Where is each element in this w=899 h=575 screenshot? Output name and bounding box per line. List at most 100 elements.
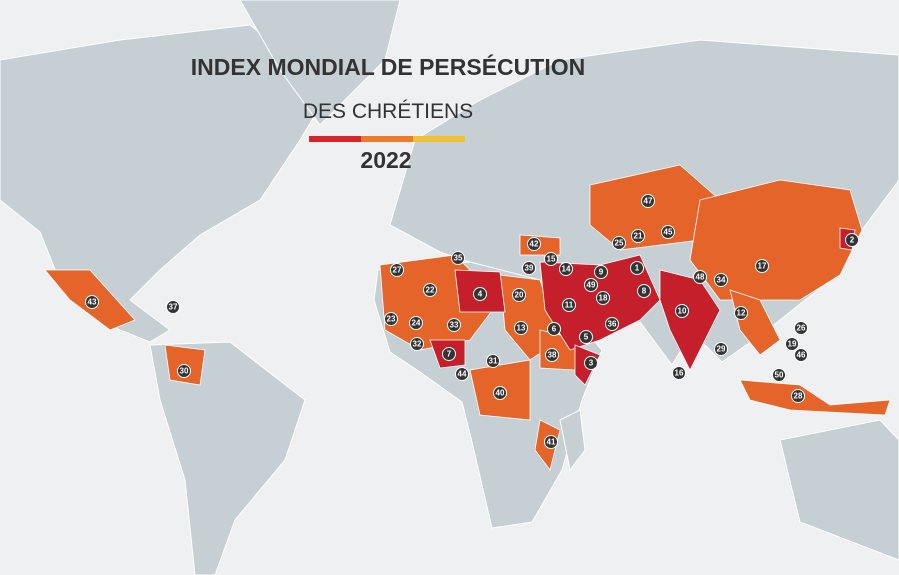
rank-badge	[562, 298, 576, 312]
rank-badge	[630, 261, 644, 275]
rank-badge	[672, 366, 686, 380]
rank-badge	[544, 435, 558, 449]
rank-badge	[514, 321, 528, 335]
rank-badge	[631, 229, 645, 243]
rank-label: 44	[458, 370, 467, 379]
rank-label: 29	[717, 345, 726, 354]
legend-bar-red	[309, 136, 361, 142]
rank-label: 21	[634, 232, 643, 241]
rank-badge	[734, 306, 748, 320]
rank-label: 27	[393, 266, 402, 275]
rank-label: 1	[635, 264, 640, 273]
rank-badge	[451, 251, 465, 265]
rank-badge	[545, 348, 559, 362]
rank-label: 6	[552, 325, 557, 334]
title-block: INDEX MONDIAL DE PERSÉCUTION DES CHRÉTIE…	[191, 53, 585, 173]
rank-badge	[584, 278, 598, 292]
rank-label: 41	[547, 438, 556, 447]
rank-label: 9	[599, 268, 604, 277]
rank-label: 20	[515, 291, 524, 300]
rank-badge	[547, 322, 561, 336]
rank-badge	[177, 364, 191, 378]
rank-label: 7	[447, 350, 452, 359]
rank-badge	[410, 337, 424, 351]
rank-badge	[522, 261, 536, 275]
rank-label: 24	[412, 319, 421, 328]
rank-label: 3	[589, 359, 594, 368]
rank-label: 2	[850, 236, 855, 245]
rank-label: 37	[169, 303, 178, 312]
rank-label: 34	[717, 276, 726, 285]
rank-badge	[512, 288, 526, 302]
rank-badge	[791, 389, 805, 403]
rank-badge	[772, 368, 786, 382]
rank-label: 33	[450, 321, 459, 330]
rank-badge	[423, 283, 437, 297]
rank-label: 10	[678, 307, 687, 316]
rank-badge	[794, 321, 808, 335]
rank-badge	[559, 262, 573, 276]
rank-badge	[594, 265, 608, 279]
rank-badge	[584, 356, 598, 370]
rank-label: 38	[548, 351, 557, 360]
rank-label: 50	[775, 371, 784, 380]
rank-label: 18	[599, 294, 608, 303]
rank-badge	[641, 194, 655, 208]
rank-badge	[605, 317, 619, 331]
rank-label: 25	[615, 239, 624, 248]
rank-label: 31	[489, 357, 498, 366]
rank-label: 45	[664, 228, 673, 237]
rank-label: 22	[426, 286, 435, 295]
rank-badge	[612, 236, 626, 250]
rank-label: 32	[413, 340, 422, 349]
rank-label: 23	[387, 315, 396, 324]
rank-badge	[527, 237, 541, 251]
map-subtitle: DES CHRÉTIENS	[303, 100, 473, 123]
rank-badge	[596, 291, 610, 305]
rank-badge	[493, 386, 507, 400]
rank-label: 46	[797, 351, 806, 360]
rank-label: 43	[88, 298, 97, 307]
rank-label: 16	[675, 369, 684, 378]
rank-badge	[693, 270, 707, 284]
rank-badge	[661, 225, 675, 239]
rank-badge	[794, 348, 808, 362]
rank-badge	[579, 330, 593, 344]
rank-label: 12	[737, 309, 746, 318]
rank-badge	[845, 233, 859, 247]
rank-label: 35	[454, 254, 463, 263]
rank-label: 13	[517, 324, 526, 333]
map-year: 2022	[360, 147, 411, 173]
rank-label: 42	[530, 240, 539, 249]
rank-badge	[473, 287, 487, 301]
rank-badge	[675, 304, 689, 318]
rank-badge	[714, 342, 728, 356]
rank-label: 5	[584, 333, 589, 342]
rank-badge	[447, 318, 461, 332]
rank-badge	[85, 295, 99, 309]
rank-label: 11	[565, 301, 574, 310]
rank-badge	[755, 259, 769, 273]
rank-badge	[714, 273, 728, 287]
rank-label: 8	[642, 287, 647, 296]
rank-badge	[390, 263, 404, 277]
rank-badge	[384, 312, 398, 326]
rank-badge	[442, 347, 456, 361]
rank-label: 49	[587, 281, 596, 290]
rank-label: 14	[562, 265, 571, 274]
rank-label: 30	[180, 367, 189, 376]
rank-label: 28	[794, 392, 803, 401]
rank-label: 17	[758, 262, 767, 271]
rank-label: 39	[525, 264, 534, 273]
rank-label: 19	[788, 340, 797, 349]
rank-badge	[486, 354, 500, 368]
rank-label: 26	[797, 324, 806, 333]
legend-bar-yellow	[413, 136, 465, 142]
rank-label: 48	[696, 273, 705, 282]
rank-badge	[785, 337, 799, 351]
rank-label: 15	[547, 255, 556, 264]
rank-label: 40	[496, 389, 505, 398]
rank-badge	[409, 316, 423, 330]
